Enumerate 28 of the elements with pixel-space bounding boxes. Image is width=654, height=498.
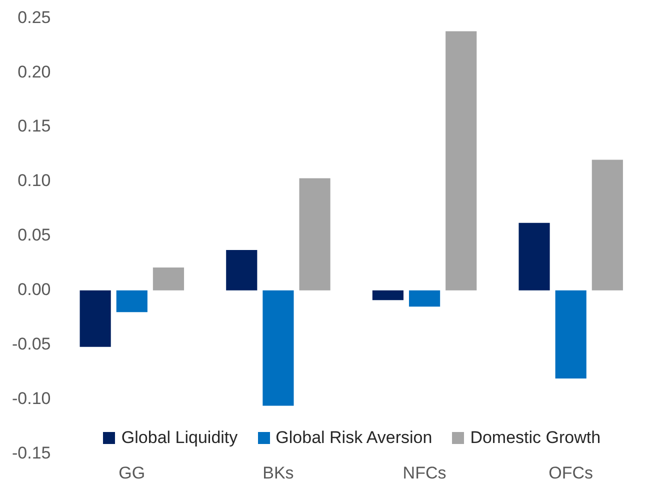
bar [299, 178, 330, 290]
y-tick-label: -0.10 [12, 388, 51, 408]
bar [518, 222, 550, 290]
y-tick-label: 0.20 [18, 62, 51, 82]
bar [555, 290, 586, 378]
bar [592, 160, 623, 290]
x-tick-label: OFCs [548, 463, 594, 482]
legend-label: Domestic Growth [470, 428, 601, 448]
bar [226, 250, 258, 290]
y-tick-label: -0.15 [12, 443, 51, 462]
legend-label: Global Risk Aversion [276, 428, 432, 448]
bar [116, 290, 148, 312]
x-tick-label: GG [118, 463, 146, 482]
y-tick-label: 0.00 [18, 280, 51, 300]
x-tick-label: BKs [262, 463, 294, 482]
legend-label: Global Liquidity [121, 428, 238, 448]
bar [372, 290, 404, 300]
bar [408, 290, 440, 307]
y-tick-label: 0.25 [18, 8, 51, 27]
bar [446, 31, 477, 290]
bar [262, 290, 294, 406]
bar [80, 290, 111, 347]
y-tick-label: -0.05 [12, 334, 51, 354]
y-tick-label: 0.05 [18, 226, 51, 245]
x-tick-label: NFCs [402, 463, 446, 482]
y-tick-label: 0.10 [18, 171, 51, 190]
y-tick-label: 0.15 [18, 116, 51, 136]
bar [152, 267, 184, 290]
